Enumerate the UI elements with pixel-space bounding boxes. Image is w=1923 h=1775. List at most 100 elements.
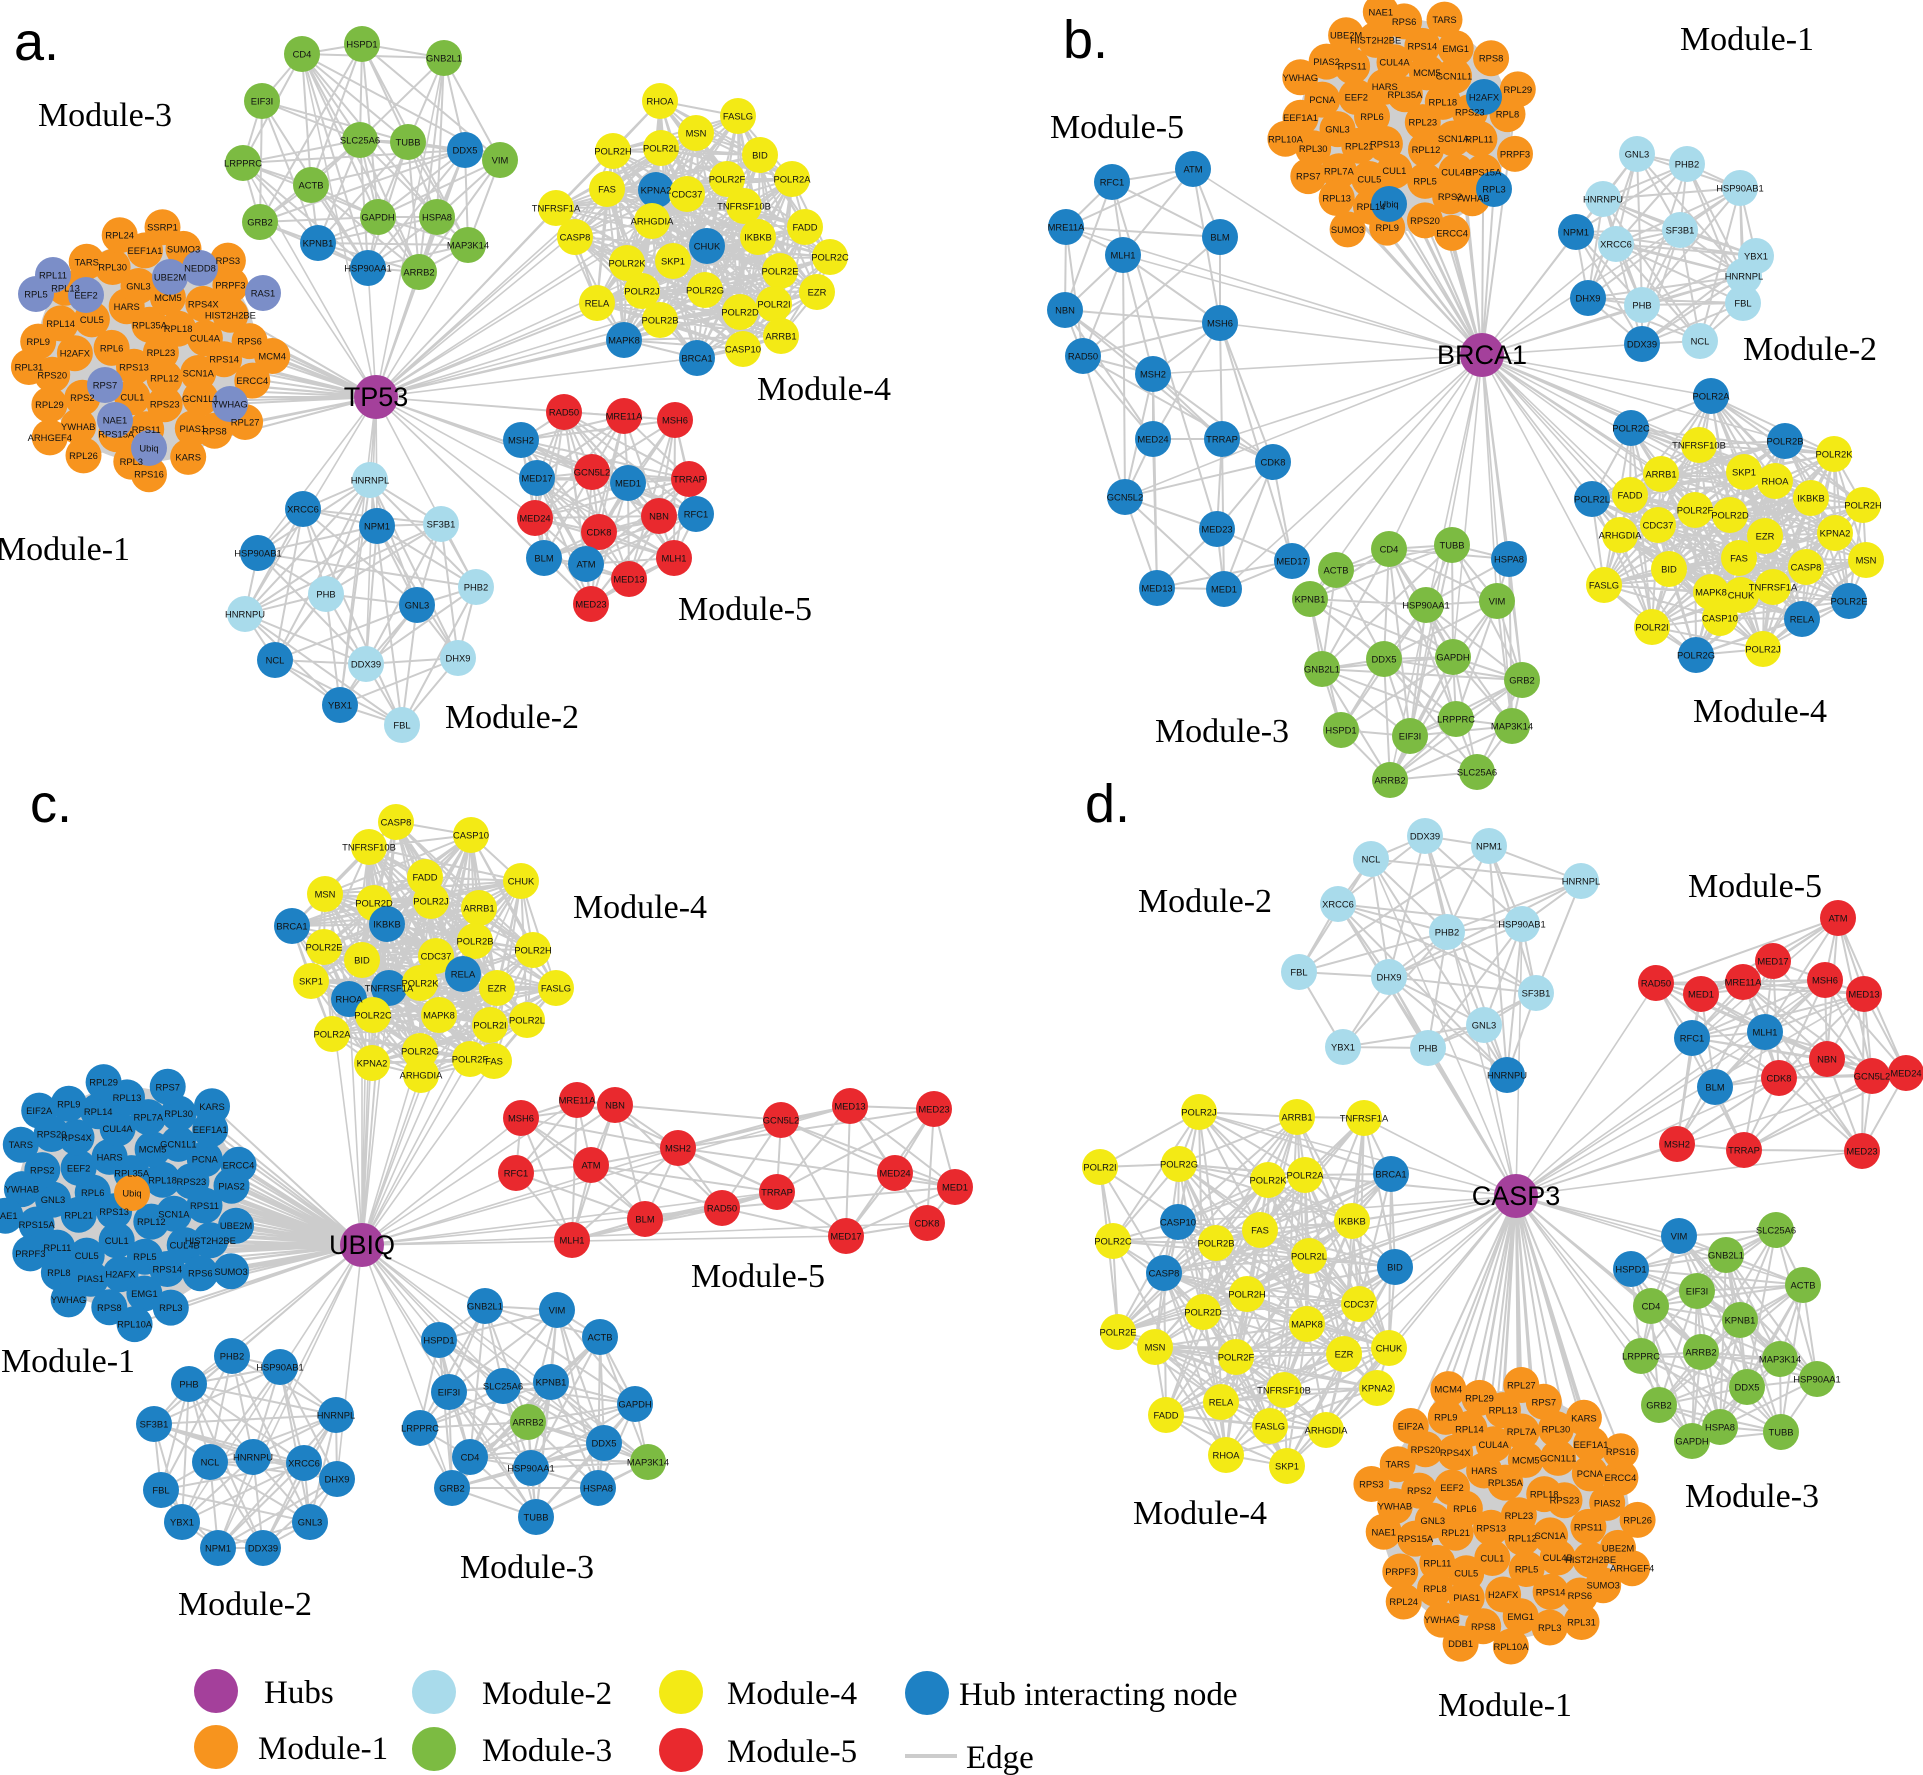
- svg-text:DDX39: DDX39: [351, 659, 381, 670]
- svg-text:YBX1: YBX1: [328, 700, 352, 711]
- svg-text:SCN1A: SCN1A: [1534, 1530, 1566, 1541]
- svg-text:SUMO3: SUMO3: [1331, 224, 1364, 235]
- svg-text:ERCC4: ERCC4: [1605, 1472, 1637, 1483]
- svg-text:RPS14: RPS14: [1536, 1586, 1566, 1597]
- svg-text:CHUK: CHUK: [694, 241, 721, 252]
- svg-text:SUMO3: SUMO3: [167, 243, 200, 254]
- svg-text:ARRB2: ARRB2: [1374, 775, 1405, 786]
- svg-text:POLR2G: POLR2G: [1677, 650, 1715, 661]
- svg-text:RPL11: RPL11: [39, 270, 67, 281]
- svg-text:POLR2E: POLR2E: [762, 266, 799, 277]
- svg-text:MED23: MED23: [575, 599, 606, 610]
- svg-text:CASP10: CASP10: [1160, 1217, 1196, 1228]
- svg-text:Module-1: Module-1: [0, 531, 130, 568]
- svg-text:POLR2E: POLR2E: [306, 942, 343, 953]
- svg-text:UBE2M: UBE2M: [220, 1220, 252, 1231]
- svg-text:HSPD1: HSPD1: [423, 1335, 454, 1346]
- svg-text:RPL3: RPL3: [120, 456, 143, 467]
- svg-text:MED13: MED13: [613, 574, 644, 585]
- svg-text:MED1: MED1: [1211, 584, 1237, 595]
- svg-text:RPL18: RPL18: [1428, 96, 1457, 107]
- svg-text:VIM: VIM: [492, 155, 509, 166]
- svg-text:RPS14: RPS14: [209, 354, 239, 365]
- svg-text:Module-4: Module-4: [757, 371, 891, 408]
- svg-text:ARRB2: ARRB2: [512, 1417, 543, 1428]
- svg-text:NCL: NCL: [1691, 336, 1710, 347]
- svg-text:SF3B1: SF3B1: [140, 1419, 169, 1430]
- svg-text:RPS15A: RPS15A: [1397, 1533, 1434, 1544]
- svg-text:RPL12: RPL12: [137, 1216, 166, 1227]
- svg-text:RPL21: RPL21: [1345, 140, 1374, 151]
- svg-text:XRCC6: XRCC6: [287, 504, 319, 515]
- svg-text:MED1: MED1: [942, 1182, 968, 1193]
- svg-text:POLR2F: POLR2F: [1677, 505, 1714, 516]
- svg-text:KARS: KARS: [175, 451, 201, 462]
- svg-text:MED24: MED24: [1137, 434, 1168, 445]
- svg-text:CUL5: CUL5: [1357, 174, 1381, 185]
- svg-text:CDK8: CDK8: [1260, 457, 1285, 468]
- svg-text:Module-1: Module-1: [1438, 1687, 1572, 1724]
- svg-text:GNL3: GNL3: [298, 1517, 323, 1528]
- svg-text:GNB2L1: GNB2L1: [426, 53, 462, 64]
- svg-text:RPS14: RPS14: [152, 1264, 182, 1275]
- svg-text:NCL: NCL: [1362, 854, 1381, 865]
- svg-text:TARS: TARS: [1432, 14, 1456, 25]
- svg-text:MED23: MED23: [918, 1104, 949, 1115]
- svg-text:TRRAP: TRRAP: [761, 1187, 793, 1198]
- svg-text:FADD: FADD: [412, 872, 437, 883]
- svg-text:CD4: CD4: [461, 1452, 480, 1463]
- svg-text:RPS23: RPS23: [1550, 1495, 1580, 1506]
- svg-text:GCN1L1: GCN1L1: [1436, 71, 1472, 82]
- svg-text:GAPDH: GAPDH: [1675, 1436, 1708, 1447]
- svg-text:ACTB: ACTB: [1323, 565, 1348, 576]
- svg-text:PHB2: PHB2: [464, 582, 489, 593]
- svg-text:GAPDH: GAPDH: [618, 1399, 651, 1410]
- svg-text:RAD50: RAD50: [1641, 978, 1671, 989]
- svg-text:MAP3K14: MAP3K14: [1759, 1354, 1801, 1365]
- svg-text:Module-2: Module-2: [1138, 883, 1272, 920]
- svg-text:TUBB: TUBB: [395, 137, 420, 148]
- svg-text:RPL30: RPL30: [1542, 1424, 1571, 1435]
- svg-text:CD4: CD4: [1642, 1301, 1661, 1312]
- svg-text:Hubs: Hubs: [264, 1675, 334, 1711]
- svg-text:NCL: NCL: [201, 1457, 220, 1468]
- svg-text:RPL31: RPL31: [1567, 1617, 1596, 1628]
- svg-text:BID: BID: [354, 955, 370, 966]
- svg-text:CDK8: CDK8: [914, 1218, 939, 1229]
- svg-text:MED13: MED13: [1141, 583, 1172, 594]
- svg-text:GCN5L2: GCN5L2: [1854, 1071, 1890, 1082]
- svg-text:RPL21: RPL21: [64, 1209, 93, 1220]
- svg-text:RPL13: RPL13: [113, 1092, 142, 1103]
- svg-text:POLR2F: POLR2F: [709, 174, 746, 185]
- svg-text:POLR2J: POLR2J: [1181, 1107, 1216, 1118]
- svg-text:YWHAG: YWHAG: [212, 399, 247, 410]
- svg-text:CHUK: CHUK: [1728, 590, 1755, 601]
- svg-text:HSP90AB1: HSP90AB1: [1716, 183, 1763, 194]
- svg-text:GNB2L1: GNB2L1: [1304, 664, 1340, 675]
- svg-text:KPNB1: KPNB1: [1725, 1315, 1756, 1326]
- svg-text:EMG1: EMG1: [131, 1288, 158, 1299]
- svg-text:POLR2A: POLR2A: [774, 174, 812, 185]
- svg-text:BID: BID: [752, 150, 768, 161]
- svg-text:RPL14: RPL14: [46, 318, 75, 329]
- svg-text:RFC1: RFC1: [1100, 177, 1124, 188]
- svg-text:SCN1A: SCN1A: [183, 368, 215, 379]
- svg-text:UBE2M: UBE2M: [1330, 30, 1362, 41]
- svg-text:a.: a.: [14, 12, 59, 72]
- svg-text:RPL18: RPL18: [164, 323, 193, 334]
- svg-text:POLR2E: POLR2E: [1831, 596, 1868, 607]
- svg-text:H2AFX: H2AFX: [105, 1269, 136, 1280]
- svg-text:SSRP1: SSRP1: [147, 222, 178, 233]
- svg-text:RPL35A: RPL35A: [114, 1168, 150, 1179]
- svg-text:HIST2H2BE: HIST2H2BE: [1565, 1554, 1616, 1565]
- svg-text:CASP10: CASP10: [725, 344, 761, 355]
- svg-text:NPM1: NPM1: [1476, 841, 1502, 852]
- svg-text:Module-2: Module-2: [178, 1586, 312, 1623]
- svg-text:HSP90AA1: HSP90AA1: [507, 1463, 554, 1474]
- svg-text:POLR2J: POLR2J: [624, 286, 659, 297]
- svg-text:BRCA1: BRCA1: [681, 353, 712, 364]
- svg-text:MAPK8: MAPK8: [423, 1010, 455, 1021]
- svg-text:POLR2B: POLR2B: [457, 936, 494, 947]
- svg-text:PIAS2: PIAS2: [1594, 1497, 1621, 1508]
- svg-text:POLR2L: POLR2L: [1291, 1251, 1327, 1262]
